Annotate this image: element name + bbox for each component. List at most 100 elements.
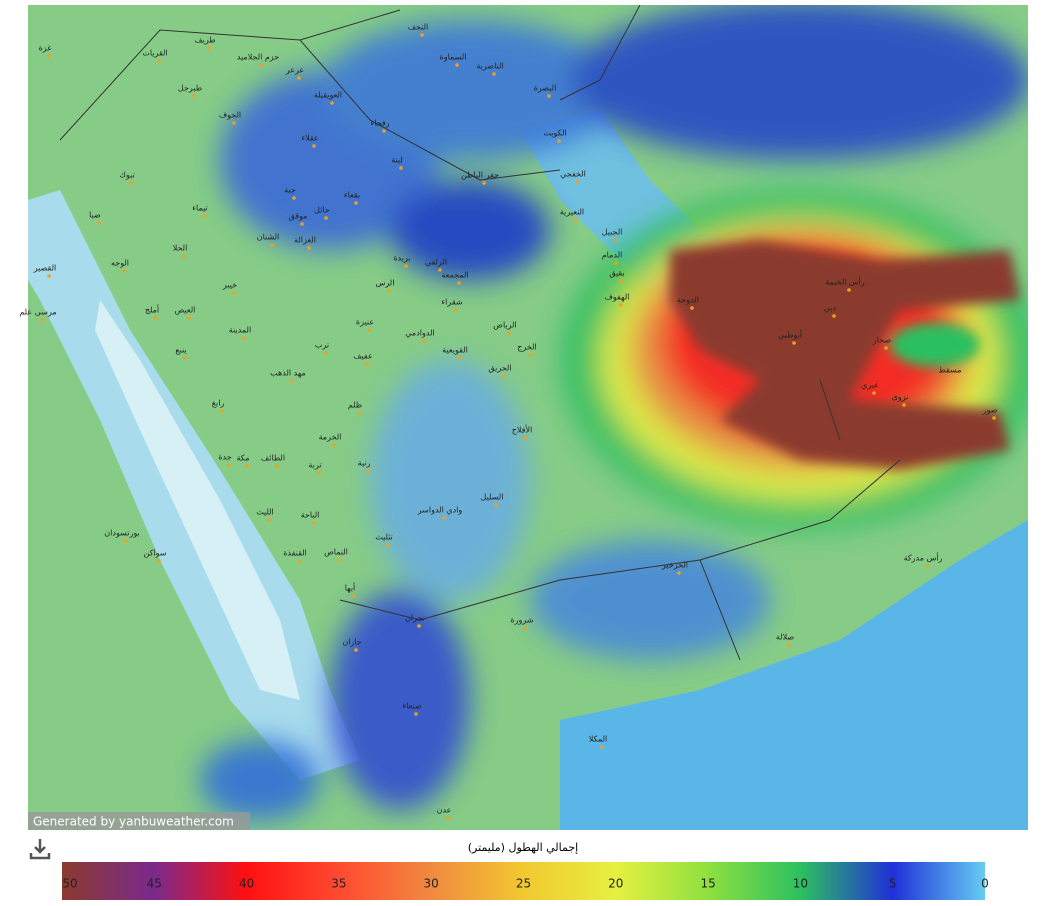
colorbar-tick-label: 0 — [981, 877, 989, 891]
city-label: أبوظبي — [778, 330, 802, 340]
colorbar-tick-label: 45 — [147, 877, 162, 891]
city-dot — [690, 306, 694, 310]
city-dot — [677, 571, 681, 575]
city-dot — [354, 648, 358, 652]
city-dot — [242, 336, 246, 340]
city-label: شرورة — [510, 616, 533, 625]
city-label: جازان — [342, 638, 361, 647]
colorbar-tick-label: 35 — [331, 877, 346, 891]
city-label: القصير — [33, 264, 56, 273]
city-dot — [417, 624, 421, 628]
city-label: عقلاء — [301, 134, 318, 143]
city-label: الباحة — [301, 511, 320, 520]
city-label: بقيق — [609, 269, 624, 278]
city-label: بريدة — [393, 254, 410, 263]
city-dot — [297, 76, 301, 80]
city-dot — [97, 221, 101, 225]
city-dot — [157, 559, 161, 563]
city-label: حزم الجلاميد — [237, 53, 279, 62]
city-dot — [270, 243, 274, 247]
city-label: تثليث — [375, 533, 393, 542]
city-dot — [300, 222, 304, 226]
city-dot — [557, 139, 561, 143]
city-dot — [387, 289, 391, 293]
city-dot — [292, 196, 296, 200]
city-dot — [884, 346, 888, 350]
city-dot — [492, 72, 496, 76]
city-label: الحريق — [488, 364, 511, 373]
city-dot — [307, 246, 311, 250]
city-label: الدوحة — [677, 296, 699, 305]
city-dot — [438, 268, 442, 272]
city-dot — [182, 254, 186, 258]
city-label: النعيرية — [560, 208, 584, 217]
city-dot — [365, 362, 369, 366]
city-label: الخرج — [517, 343, 536, 352]
city-label: المكلا — [589, 735, 607, 744]
city-label: المجمعة — [441, 271, 468, 280]
city-label: الطائف — [261, 454, 285, 463]
colorbar-tick-label: 50 — [62, 877, 77, 891]
city-labels: غزة طريف حزم الجلاميد عرعر القريات طبرجل العوي… — [19, 23, 998, 820]
city-label: صحار — [872, 336, 891, 345]
city-dot — [154, 316, 158, 320]
city-dot — [324, 351, 328, 355]
city-label: تيماء — [192, 204, 207, 213]
city-label: الحلا — [173, 244, 188, 253]
colorbar-tick-label: 20 — [608, 877, 623, 891]
city-label: عفيف — [353, 352, 373, 361]
city-dot — [386, 543, 390, 547]
city-label: الخرخير — [661, 561, 688, 570]
city-label: ترب — [315, 341, 329, 350]
city-dot — [192, 94, 196, 98]
city-dot — [792, 341, 796, 345]
city-label: المدينة — [229, 326, 251, 335]
city-label: الليث — [256, 508, 274, 517]
colorbar-title: إجمالي الهطول (مليمتر) — [468, 841, 578, 854]
city-label: دبي — [824, 304, 837, 313]
city-label: الزلفي — [425, 258, 447, 267]
city-label: النجف — [408, 23, 429, 32]
city-label: الوجه — [111, 259, 129, 268]
city-dot — [129, 181, 133, 185]
city-dot — [619, 303, 623, 307]
city-dot — [872, 391, 876, 395]
city-label: الدوادمي — [405, 329, 434, 338]
city-label: الخرمة — [319, 433, 342, 442]
city-label: حفر الباطن — [461, 171, 499, 180]
colorbar — [62, 862, 985, 900]
city-dot — [207, 46, 211, 50]
city-dot — [502, 374, 506, 378]
city-dot — [614, 238, 618, 242]
city-label: الغزالة — [294, 236, 316, 245]
city-label: القنفذة — [283, 549, 307, 558]
city-dot — [332, 443, 336, 447]
city-dot — [232, 291, 236, 295]
city-label: طريف — [194, 36, 215, 45]
city-label: جدة — [218, 453, 231, 462]
city-dot — [925, 564, 929, 568]
city-dot — [614, 261, 618, 265]
city-dot — [619, 279, 623, 283]
city-label: مكة — [237, 454, 250, 463]
city-label: الهفوف — [605, 293, 630, 302]
colorbar-tick-label: 10 — [793, 877, 808, 891]
city-dot — [312, 521, 316, 525]
city-dot — [600, 745, 604, 749]
city-label: طبرجل — [178, 84, 202, 93]
city-label: شقراء — [441, 298, 462, 307]
city-label: عبري — [861, 381, 879, 390]
city-label: خيبر — [222, 281, 237, 290]
city-label: ينبع — [175, 346, 186, 355]
city-dot — [422, 339, 426, 343]
city-label: القريات — [142, 49, 167, 58]
city-dot — [227, 463, 231, 467]
city-dot — [952, 376, 956, 380]
city-label: نزوى — [892, 393, 909, 402]
download-icon[interactable] — [29, 839, 51, 860]
city-label: أملج — [145, 305, 159, 315]
city-label: مهد الذهب — [270, 369, 306, 378]
city-dot — [317, 471, 321, 475]
city-label: رأس مدركة — [904, 553, 943, 563]
city-label: جبة — [284, 186, 296, 195]
